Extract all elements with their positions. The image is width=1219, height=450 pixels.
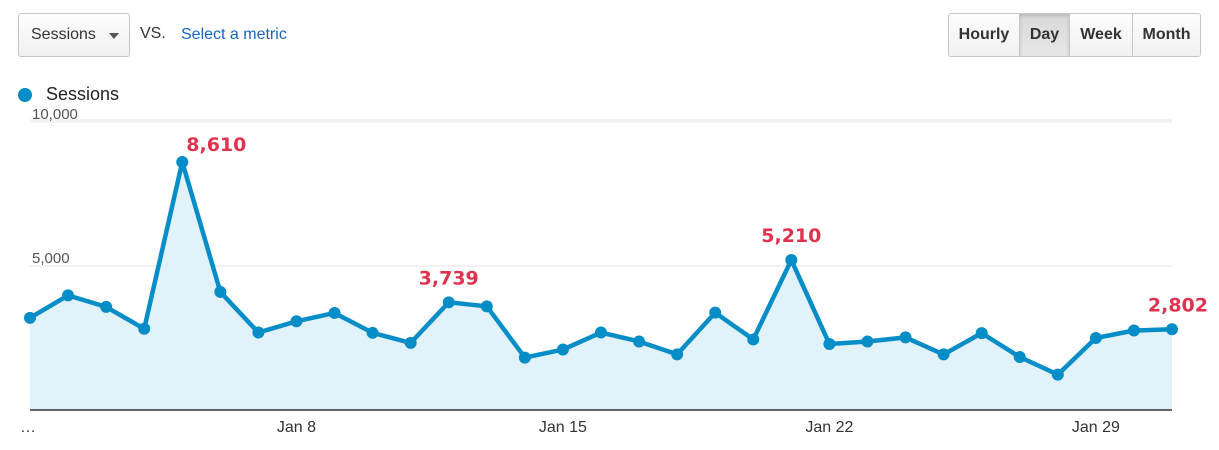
x-tick-label: …: [20, 419, 36, 436]
data-point: [138, 322, 151, 335]
day-button[interactable]: Day: [1020, 14, 1070, 56]
data-point: [1089, 332, 1102, 344]
vs-label: VS.: [140, 25, 166, 42]
caret-down-icon: [109, 33, 119, 39]
metric-select-value: Sessions: [31, 26, 96, 43]
metric-select[interactable]: Sessions: [18, 13, 130, 57]
data-point: [633, 335, 646, 348]
data-point: [747, 333, 760, 346]
hourly-button[interactable]: Hourly: [949, 14, 1020, 56]
x-tick-label: Jan 15: [539, 419, 587, 436]
data-point: [62, 289, 75, 302]
data-label: 8,610: [186, 134, 246, 156]
data-point: [556, 343, 569, 356]
data-point: [1166, 323, 1178, 336]
data-point: [176, 156, 189, 169]
data-point: [518, 351, 531, 364]
series-area: [30, 162, 1172, 410]
data-point: [442, 296, 455, 309]
data-point: [480, 300, 493, 313]
data-label: 2,802: [1148, 294, 1208, 316]
y-tick-label: 10,000: [32, 106, 78, 123]
x-tick-label: Jan 22: [805, 419, 853, 436]
data-point: [709, 306, 722, 319]
data-point: [404, 336, 417, 349]
data-point: [975, 327, 988, 340]
y-tick-label: 5,000: [32, 250, 70, 267]
data-point: [1013, 351, 1026, 364]
data-point: [899, 331, 912, 344]
data-point: [785, 253, 798, 266]
data-point: [671, 348, 684, 361]
time-range-group: Hourly Day Week Month: [948, 13, 1201, 57]
data-point: [214, 285, 227, 298]
data-point: [252, 326, 265, 339]
data-label: 3,739: [419, 267, 479, 289]
week-button[interactable]: Week: [1070, 14, 1133, 56]
select-metric-link[interactable]: Select a metric: [181, 26, 287, 43]
legend-label: Sessions: [46, 84, 120, 104]
data-point: [100, 300, 113, 313]
x-tick-label: Jan 8: [277, 419, 316, 436]
data-point: [1051, 368, 1064, 381]
data-label: 5,210: [761, 225, 821, 247]
x-tick-label: Jan 29: [1072, 419, 1120, 436]
data-point: [937, 348, 950, 361]
data-point: [595, 326, 607, 339]
data-point: [861, 335, 874, 348]
legend-dot-icon: [18, 87, 32, 102]
data-point: [366, 326, 379, 339]
data-point: [1127, 324, 1140, 337]
data-point: [328, 306, 341, 319]
month-button[interactable]: Month: [1133, 14, 1200, 56]
chart-legend: Sessions: [18, 84, 119, 105]
data-point: [290, 315, 303, 328]
data-point: [823, 338, 836, 351]
data-point: [24, 311, 36, 324]
